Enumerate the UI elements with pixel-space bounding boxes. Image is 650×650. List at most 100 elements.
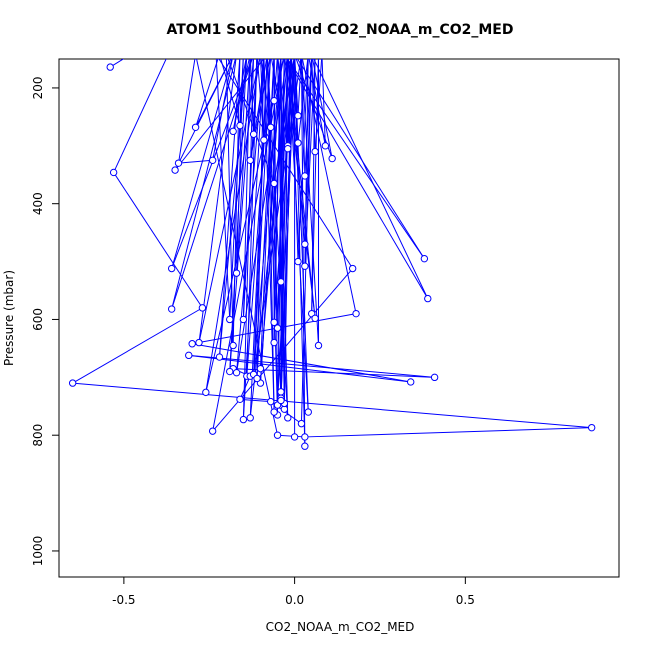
data-point bbox=[274, 51, 280, 57]
data-point bbox=[267, 397, 275, 406]
data-point bbox=[298, 51, 304, 57]
data-point bbox=[291, 51, 297, 57]
plot-frame bbox=[58, 58, 620, 578]
data-point bbox=[424, 294, 432, 303]
series-line-segment bbox=[188, 354, 411, 383]
series-line-segment bbox=[246, 59, 271, 377]
data-point bbox=[267, 123, 275, 131]
series-line-segment bbox=[280, 59, 289, 401]
data-point bbox=[587, 423, 596, 432]
series-line-segment bbox=[304, 59, 313, 245]
series-line-segment bbox=[218, 59, 247, 358]
y-axis-label: Pressure (mbar) bbox=[2, 270, 16, 366]
series-line-segment bbox=[109, 59, 125, 68]
data-point bbox=[236, 395, 244, 404]
data-point bbox=[348, 264, 357, 273]
data-point bbox=[277, 278, 285, 286]
series-line-segment bbox=[280, 59, 295, 401]
data-point bbox=[213, 51, 219, 57]
series-line-segment bbox=[236, 59, 251, 274]
series-line-segment bbox=[178, 159, 213, 164]
series-line-segment bbox=[286, 59, 429, 299]
series-line-segment bbox=[273, 59, 279, 415]
data-point bbox=[246, 414, 254, 422]
series-line-segment bbox=[280, 59, 285, 392]
data-point bbox=[215, 353, 224, 361]
data-point bbox=[291, 51, 297, 57]
data-point bbox=[208, 427, 217, 435]
data-point bbox=[253, 374, 261, 383]
data-point bbox=[244, 51, 250, 57]
data-point bbox=[128, 51, 134, 57]
data-point bbox=[261, 51, 267, 57]
series-line-segment bbox=[242, 59, 265, 420]
y-tick-label: 400 bbox=[31, 192, 45, 215]
data-point bbox=[312, 51, 318, 57]
x-tick-label: -0.5 bbox=[112, 593, 135, 607]
data-point bbox=[232, 269, 241, 277]
series-line-segment bbox=[236, 59, 244, 274]
data-point bbox=[285, 51, 291, 57]
data-point bbox=[246, 156, 254, 164]
data-point bbox=[288, 51, 294, 57]
data-point bbox=[216, 51, 222, 57]
data-point bbox=[315, 51, 321, 57]
series-line-segment bbox=[313, 59, 429, 299]
data-point bbox=[294, 257, 302, 266]
data-point bbox=[291, 51, 297, 57]
data-point bbox=[321, 142, 330, 150]
data-point bbox=[268, 51, 274, 57]
series-line-segment bbox=[256, 59, 265, 379]
data-point bbox=[301, 262, 309, 270]
data-point bbox=[237, 51, 243, 57]
data-point bbox=[233, 51, 239, 57]
series-line-segment bbox=[296, 59, 425, 259]
data-point bbox=[301, 172, 309, 180]
data-point bbox=[291, 51, 297, 57]
data-point bbox=[311, 314, 319, 322]
data-point bbox=[301, 433, 309, 441]
data-point bbox=[202, 388, 210, 397]
data-point bbox=[270, 96, 278, 105]
series-line-segment bbox=[215, 59, 231, 320]
series-line-segment bbox=[277, 59, 295, 406]
series-line-segment bbox=[174, 59, 232, 171]
data-point bbox=[304, 408, 312, 416]
data-point bbox=[278, 51, 284, 57]
data-point bbox=[407, 378, 415, 386]
series-line-segment bbox=[321, 59, 326, 146]
series-line-segment bbox=[72, 382, 592, 429]
data-point bbox=[420, 254, 429, 263]
series-line-segment bbox=[205, 59, 261, 393]
plot-area bbox=[68, 51, 596, 450]
series-line-segment bbox=[232, 59, 241, 346]
axes: -0.5 0.0 0.5 200 400 600 800 1000 bbox=[31, 58, 620, 607]
series-line-segment bbox=[273, 59, 282, 323]
data-point bbox=[232, 368, 241, 377]
data-point bbox=[68, 379, 77, 387]
series-line-segment bbox=[266, 59, 282, 399]
data-point bbox=[274, 51, 280, 57]
data-point bbox=[254, 51, 260, 57]
data-point bbox=[208, 156, 217, 164]
series-line-segment bbox=[297, 59, 309, 143]
series-line-segment bbox=[233, 368, 435, 378]
data-point bbox=[185, 351, 193, 360]
data-point bbox=[285, 51, 291, 57]
data-point bbox=[226, 315, 234, 324]
x-axis-label: CO2_NOAA_m_CO2_MED bbox=[266, 620, 415, 634]
data-point bbox=[301, 240, 309, 248]
data-point bbox=[298, 51, 304, 57]
data-point bbox=[281, 51, 287, 57]
series-line-segment bbox=[301, 59, 320, 346]
data-point bbox=[230, 51, 236, 57]
series-line-segment bbox=[171, 59, 253, 310]
data-point bbox=[223, 51, 229, 57]
data-point bbox=[264, 51, 270, 57]
data-point bbox=[278, 51, 284, 57]
data-point bbox=[109, 168, 118, 177]
data-point bbox=[305, 51, 311, 57]
data-point bbox=[298, 51, 304, 57]
series-line-segment bbox=[72, 307, 203, 384]
